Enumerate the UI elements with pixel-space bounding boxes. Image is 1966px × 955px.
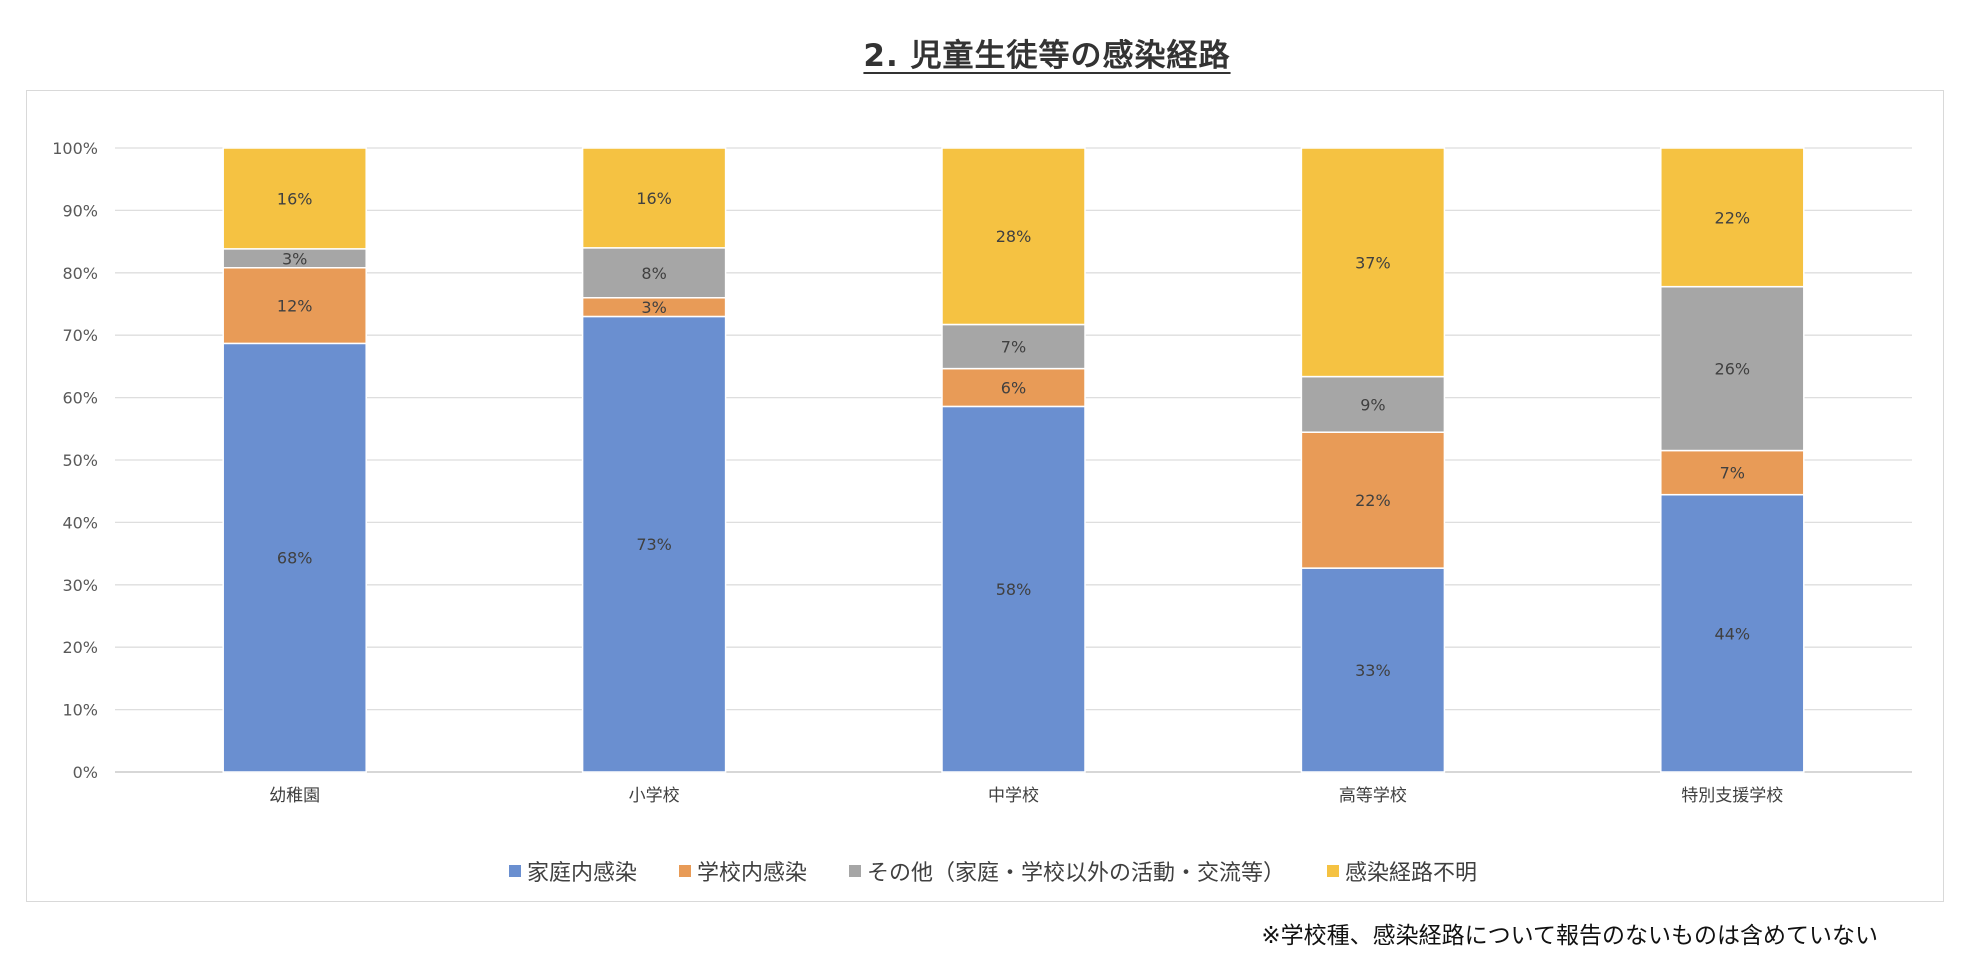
bar-segment	[941, 147, 1086, 326]
data-label: 22%	[1355, 491, 1391, 510]
data-label: 73%	[636, 535, 672, 554]
bar-segment	[1300, 147, 1446, 378]
bar-segment	[941, 405, 1086, 773]
page-title: 2. 児童生徒等の感染経路	[0, 30, 1966, 75]
data-label: 3%	[282, 249, 307, 268]
y-axis: 0% 10% 20% 30% 40% 50% 60% 70% 80% 90% 100%	[52, 139, 98, 782]
data-labels: 68% 12% 3% 16% 73% 3% 8% 16% 58% 6% 7% 28% 33% 22% 9% 3…	[277, 189, 1750, 680]
y-tick-label: 40%	[62, 513, 98, 532]
data-label: 28%	[996, 227, 1032, 246]
legend-label: 家庭内感染	[527, 861, 637, 886]
data-label: 33%	[1355, 661, 1391, 680]
data-label: 6%	[1001, 379, 1026, 398]
bar-segment	[1300, 431, 1446, 569]
chart-area	[26, 90, 1944, 902]
bar-segment	[581, 247, 727, 299]
bar-segment	[222, 342, 367, 773]
data-label: 44%	[1715, 624, 1751, 643]
y-tick-label: 10%	[62, 701, 98, 720]
data-label: 8%	[641, 264, 666, 283]
bar-segment	[222, 267, 367, 345]
y-tick-label: 30%	[62, 576, 98, 595]
y-tick-label: 0%	[73, 763, 98, 782]
x-tick-label: 中学校	[988, 786, 1039, 806]
x-tick-label: 小学校	[629, 786, 680, 806]
footnote: ※学校種、感染経路について報告のないものは含めていない	[1261, 923, 1878, 949]
legend-swatch	[849, 865, 861, 877]
legend-label: 感染経路不明	[1345, 861, 1477, 886]
y-tick-label: 90%	[62, 201, 98, 220]
data-label: 16%	[277, 189, 313, 208]
data-label: 37%	[1355, 253, 1391, 272]
x-tick-label: 特別支援学校	[1681, 786, 1783, 806]
bar-segment	[1660, 285, 1805, 452]
bar-segment	[222, 147, 367, 250]
data-label: 12%	[277, 297, 313, 316]
x-tick-label: 高等学校	[1339, 786, 1407, 806]
data-label: 7%	[1001, 338, 1026, 357]
legend-label: その他（家庭・学校以外の活動・交流等）	[867, 861, 1285, 886]
bar-segment	[1660, 493, 1805, 773]
bar-segment	[1660, 449, 1805, 496]
data-label: 26%	[1715, 360, 1751, 379]
bar-segment	[581, 147, 727, 249]
data-label: 22%	[1715, 208, 1751, 227]
bars	[222, 147, 1805, 773]
bar-segment	[941, 323, 1086, 370]
y-tick-label: 50%	[62, 451, 98, 470]
y-tick-label: 20%	[62, 638, 98, 657]
y-tick-label: 100%	[52, 139, 98, 158]
page-title-text: 2. 児童生徒等の感染経路	[863, 38, 1231, 74]
bar-segment	[581, 315, 727, 773]
data-label: 16%	[636, 189, 672, 208]
bar-segment	[1300, 375, 1446, 433]
y-tick-label: 70%	[62, 326, 98, 345]
legend-swatch	[679, 865, 691, 877]
y-tick-label: 80%	[62, 264, 98, 283]
data-label: 9%	[1360, 395, 1385, 414]
bar-segment	[1300, 567, 1446, 773]
data-label: 58%	[996, 580, 1032, 599]
bar-segment	[1660, 147, 1805, 288]
legend-label: 学校内感染	[697, 861, 807, 886]
x-tick-label: 幼稚園	[269, 786, 320, 806]
legend-swatch	[1327, 865, 1339, 877]
data-label: 3%	[641, 298, 666, 317]
x-axis: 幼稚園 小学校 中学校 高等学校 特別支援学校	[269, 786, 1783, 806]
data-label: 68%	[277, 549, 313, 568]
y-tick-label: 60%	[62, 389, 98, 408]
legend-swatch	[509, 865, 521, 877]
bar-segment	[941, 367, 1086, 408]
legend: 家庭内感染 学校内感染 その他（家庭・学校以外の活動・交流等） 感染経路不明	[509, 861, 1477, 886]
data-label: 7%	[1720, 464, 1745, 483]
